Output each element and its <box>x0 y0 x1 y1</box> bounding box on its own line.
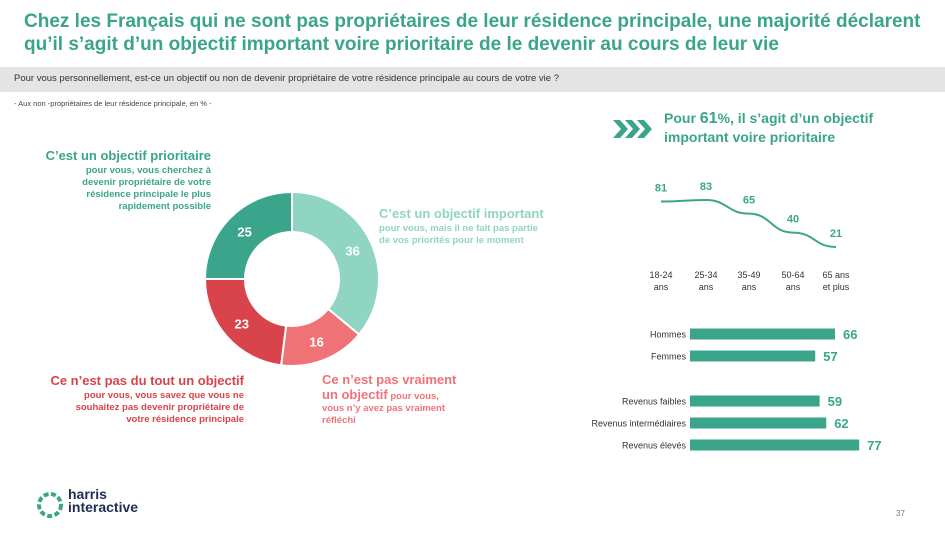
donut-slice-pas_du_tout <box>203 278 288 367</box>
donut-label-important: C’est un objectif important pour vous, ma… <box>379 206 544 246</box>
logo: harris interactive <box>68 486 139 515</box>
age-tick-label: 35-49 <box>737 270 760 280</box>
age-tick-label-line2: ans <box>742 282 757 292</box>
segment-category-label: Revenus faibles <box>622 397 687 407</box>
segment-category-label: Hommes <box>650 330 687 340</box>
age-tick-label-line2: et plus <box>823 282 850 292</box>
donut-label-pas_du_tout: Ce n’est pas du tout un objectif pour vou… <box>50 373 244 425</box>
age-tick-label: 25-34 <box>694 270 717 280</box>
segment-bar <box>690 350 816 362</box>
donut-label-title: C’est un objectif prioritaire <box>46 148 211 163</box>
segment-category-label: Revenus intermédiaires <box>591 419 686 429</box>
donut-label-sub: vous n’y avez pas vraiment <box>322 403 446 414</box>
logo-line1: harris <box>68 486 107 502</box>
callout-value: 61 <box>699 110 718 127</box>
question-bar: Pour vous personnellement, est-ce un obj… <box>0 67 945 92</box>
donut-label-sub: votre résidence principale <box>126 414 244 425</box>
age-tick-label-line2: ans <box>654 282 669 292</box>
page-number: 37 <box>896 509 905 518</box>
segment-value-label: 62 <box>834 416 848 431</box>
segment-bar-chart: Hommes 66 Femmes 57 Revenus faibles 59 Revenus… <box>591 327 881 453</box>
segment-bar <box>690 328 835 340</box>
segment-bar <box>690 395 820 407</box>
callout-unit: % <box>717 110 731 126</box>
segment-value-label: 59 <box>828 394 842 409</box>
donut-value-pas_vraiment: 16 <box>309 334 323 349</box>
donut-label-sub: de vos priorités pour le moment <box>379 235 524 246</box>
donut-label-sub: rapidement possible <box>119 201 211 212</box>
segment-value-label: 77 <box>867 438 881 453</box>
donut-label-sub: pour vous, mais il ne fait pas partie <box>379 223 538 234</box>
donut-labels: C’est un objectif prioritaire pour vous, … <box>46 148 545 426</box>
segment-category-label: Femmes <box>651 352 687 362</box>
donut-label-title: Ce n’est pas du tout un objectif <box>50 373 244 388</box>
segment-bar <box>690 439 860 451</box>
donut-label-title2: un objectif pour vous, <box>322 387 439 402</box>
base-note: - Aux non -propriétaires de leur résiden… <box>14 99 212 108</box>
donut-slice-prioritaire <box>203 190 293 280</box>
age-tick-label: 18-24 <box>649 270 672 280</box>
age-line-chart: 81 18-24 ans 83 25-34 ans 65 35-49 ans 40 50-64 ans… <box>649 181 850 292</box>
logo-line2: interactive <box>68 499 139 515</box>
age-tick-label: 65 ans <box>822 270 850 280</box>
page-title: Chez les Français qui ne sont pas propri… <box>24 11 921 55</box>
age-value-label: 21 <box>830 228 842 240</box>
donut-label-sub: réfléchi <box>322 415 356 426</box>
donut-label-sub: souhaitez pas devenir propriétaire de <box>76 402 244 413</box>
segment-value-label: 66 <box>843 327 857 342</box>
age-value-label: 65 <box>743 195 755 207</box>
age-line <box>660 198 837 248</box>
segment-value-label: 57 <box>823 349 837 364</box>
donut-value-important: 36 <box>345 243 359 258</box>
age-tick-label-line2: ans <box>699 282 714 292</box>
callout-61-percent: Pour 61%, il s’agit d’un objectif import… <box>664 109 914 147</box>
logo-icon <box>37 492 63 518</box>
donut-chart: 36 16 23 25 <box>203 190 380 367</box>
segment-category-label: Revenus élevés <box>622 441 687 451</box>
callout-prefix: Pour <box>664 110 700 126</box>
age-value-label: 40 <box>787 214 799 226</box>
donut-slice-important <box>291 190 380 336</box>
survey-question: Pour vous personnellement, est-ce un obj… <box>14 73 559 84</box>
donut-label-sub: devenir propriétaire de votre <box>82 177 211 188</box>
donut-label-sub: résidence principale le plus <box>86 189 211 200</box>
age-value-label: 83 <box>700 181 712 193</box>
donut-label-title: C’est un objectif important <box>379 206 544 221</box>
age-tick-label-line2: ans <box>786 282 801 292</box>
segment-bar <box>690 417 827 429</box>
chevron-arrows-icon <box>613 120 652 138</box>
donut-value-prioritaire: 25 <box>237 225 251 240</box>
age-tick-label: 50-64 <box>781 270 804 280</box>
donut-value-pas_du_tout: 23 <box>235 316 249 331</box>
donut-label-prioritaire: C’est un objectif prioritaire pour vous, … <box>46 148 212 212</box>
age-value-label: 81 <box>655 183 667 195</box>
callout-suffix: , il s’agit d’un objectif important voir… <box>664 110 874 145</box>
donut-label-sub: pour vous, vous savez que vous ne <box>84 390 244 401</box>
donut-label-sub: pour vous, vous cherchez à <box>86 165 212 176</box>
donut-label-title: Ce n’est pas vraiment <box>322 372 457 387</box>
